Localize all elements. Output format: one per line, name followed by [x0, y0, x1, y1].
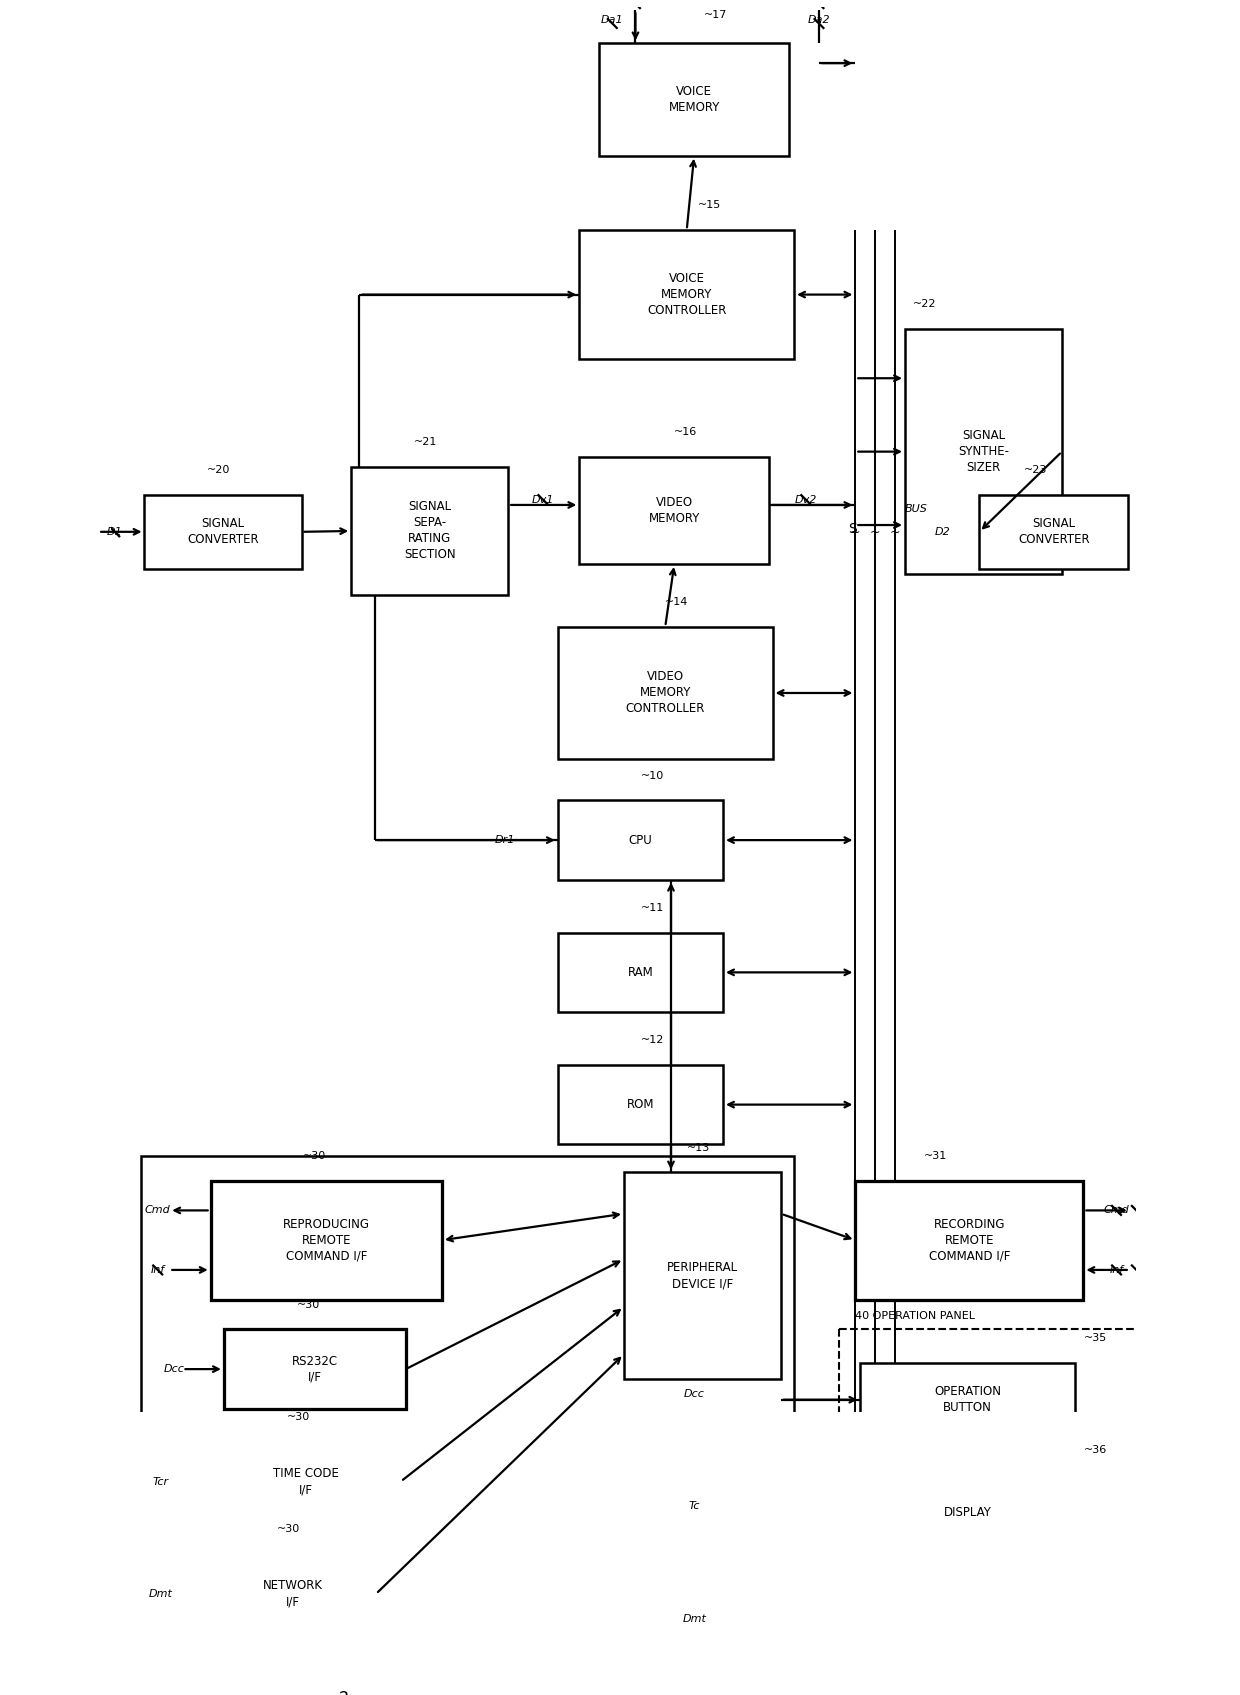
Text: ~15: ~15: [697, 200, 720, 210]
Bar: [579, 456, 769, 564]
Text: ~12: ~12: [640, 1036, 663, 1046]
Bar: [145, 495, 301, 570]
Text: Dmt: Dmt: [682, 1614, 706, 1624]
Text: TIME CODE
I/F: TIME CODE I/F: [273, 1468, 339, 1497]
Text: BUS: BUS: [905, 505, 928, 515]
Bar: [558, 1064, 723, 1144]
Text: Tc: Tc: [688, 1502, 699, 1512]
Text: Cmd: Cmd: [1104, 1205, 1130, 1215]
Text: RS232C
I/F: RS232C I/F: [291, 1354, 337, 1383]
Text: 2: 2: [337, 1690, 348, 1695]
Text: Dcc: Dcc: [683, 1388, 704, 1398]
Text: VOICE
MEMORY: VOICE MEMORY: [668, 85, 720, 114]
Text: CPU: CPU: [629, 834, 652, 846]
Text: Dr1: Dr1: [495, 836, 515, 846]
Bar: [579, 231, 794, 359]
Text: Dv1: Dv1: [532, 495, 554, 505]
Text: NETWORK
I/F: NETWORK I/F: [263, 1580, 324, 1609]
Text: ~21: ~21: [414, 437, 438, 447]
Bar: [558, 932, 723, 1012]
Bar: [856, 1181, 1084, 1300]
Bar: [558, 627, 773, 759]
Text: ~16: ~16: [675, 427, 698, 437]
Text: SIGNAL
CONVERTER: SIGNAL CONVERTER: [1018, 517, 1090, 546]
Text: SIGNAL
SEPA-
RATING
SECTION: SIGNAL SEPA- RATING SECTION: [404, 500, 455, 561]
Text: REPRODUCING
REMOTE
COMMAND I/F: REPRODUCING REMOTE COMMAND I/F: [283, 1217, 370, 1263]
Text: ~35: ~35: [1084, 1332, 1107, 1342]
Text: ~11: ~11: [640, 903, 663, 914]
Bar: [905, 329, 1061, 575]
Text: ROM: ROM: [626, 1098, 655, 1112]
Bar: [624, 1173, 781, 1380]
Text: SIGNAL
SYNTHE-
SIZER: SIGNAL SYNTHE- SIZER: [959, 429, 1009, 475]
Text: ~: ~: [851, 525, 861, 539]
Text: ~30: ~30: [304, 1151, 326, 1161]
Text: Inf: Inf: [150, 1264, 165, 1275]
Text: ~36: ~36: [1084, 1446, 1107, 1454]
Text: ~31: ~31: [924, 1151, 947, 1161]
Bar: [599, 44, 789, 156]
Text: ~10: ~10: [640, 771, 663, 781]
Text: D2: D2: [935, 527, 951, 537]
Text: VOICE
MEMORY
CONTROLLER: VOICE MEMORY CONTROLLER: [647, 273, 727, 317]
Text: ~30: ~30: [296, 1300, 320, 1310]
Bar: [224, 1329, 405, 1409]
Text: Dcc: Dcc: [164, 1364, 185, 1375]
Bar: [980, 495, 1128, 570]
Text: S: S: [848, 522, 857, 536]
Bar: [211, 1442, 401, 1520]
Text: ~30: ~30: [277, 1524, 300, 1534]
Text: ~13: ~13: [687, 1142, 711, 1153]
Text: ~20: ~20: [207, 464, 231, 475]
Text: ~17: ~17: [703, 10, 727, 20]
Text: ~22: ~22: [913, 300, 936, 310]
Bar: [351, 466, 508, 595]
Text: ~14: ~14: [665, 597, 688, 607]
Text: Dmt: Dmt: [149, 1588, 172, 1598]
Bar: [838, 1329, 1169, 1578]
Text: VIDEO
MEMORY
CONTROLLER: VIDEO MEMORY CONTROLLER: [625, 671, 704, 715]
Text: D1: D1: [107, 527, 123, 537]
Text: ~: ~: [870, 525, 880, 539]
Text: RAM: RAM: [627, 966, 653, 980]
Bar: [861, 1363, 1075, 1437]
Text: ~: ~: [890, 525, 900, 539]
Text: OPERATION
BUTTON: OPERATION BUTTON: [934, 1385, 1001, 1414]
Bar: [141, 1156, 794, 1668]
Bar: [558, 800, 723, 880]
Text: VIDEO
MEMORY: VIDEO MEMORY: [649, 497, 701, 525]
Text: Tcr: Tcr: [153, 1476, 169, 1487]
Bar: [861, 1475, 1075, 1549]
Text: DISPLAY: DISPLAY: [944, 1505, 992, 1519]
Text: RECORDING
REMOTE
COMMAND I/F: RECORDING REMOTE COMMAND I/F: [929, 1217, 1011, 1263]
Text: Da1: Da1: [601, 15, 624, 25]
Text: PERIPHERAL
DEVICE I/F: PERIPHERAL DEVICE I/F: [667, 1261, 738, 1290]
Text: SIGNAL
CONVERTER: SIGNAL CONVERTER: [187, 517, 259, 546]
Text: Cmd: Cmd: [145, 1205, 171, 1215]
Text: Dv2: Dv2: [795, 495, 817, 505]
Text: ~23: ~23: [1024, 464, 1048, 475]
Text: 40 OPERATION PANEL: 40 OPERATION PANEL: [856, 1312, 976, 1320]
Text: Inf: Inf: [1110, 1264, 1123, 1275]
Text: Da2: Da2: [807, 15, 831, 25]
Bar: [211, 1554, 376, 1634]
Text: ~30: ~30: [286, 1412, 310, 1422]
Bar: [211, 1181, 441, 1300]
